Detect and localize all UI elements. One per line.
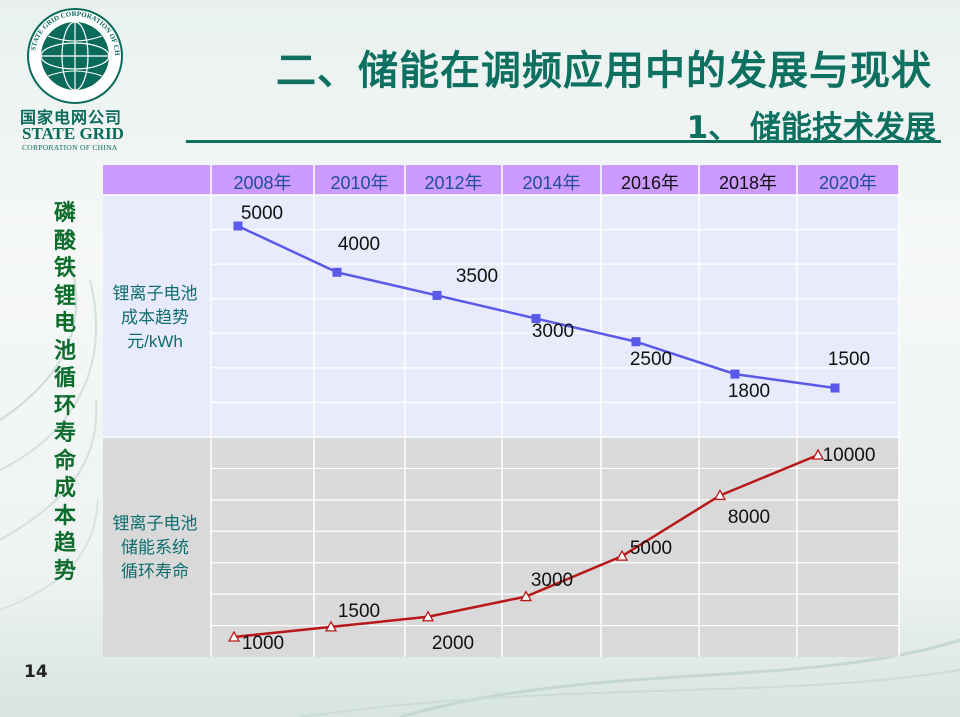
header-row [103, 165, 899, 195]
cost-data-point [233, 221, 243, 231]
cost-data-point [432, 290, 442, 300]
row-label-cycle: 锂离子电池 [113, 514, 198, 533]
cycle-data-point [324, 620, 338, 632]
cycle-data-label: 1000 [242, 633, 284, 654]
cycle-data-point [615, 549, 629, 561]
cost-data-label: 3000 [532, 321, 574, 342]
logo-english-name: STATE GRID [22, 124, 124, 143]
x-tick-label: 2008年 [233, 173, 291, 193]
cost-data-label: 2500 [630, 349, 672, 370]
page-number: 14 [24, 662, 48, 682]
row-label-cycle: 循环寿命 [121, 562, 189, 581]
cost-panel [103, 195, 899, 437]
cost-data-point [631, 337, 641, 347]
cost-data-label: 1800 [728, 381, 770, 402]
cost-data-point [730, 369, 740, 379]
cycle-data-point [811, 448, 825, 460]
cost-data-label: 1500 [828, 349, 870, 370]
row-label-cycle: 储能系统 [121, 538, 189, 557]
cost-data-point [531, 314, 541, 324]
cycle-data-label: 3000 [531, 570, 573, 591]
state-grid-logo: STATE GRID CORPORATION OF CHINA [18, 6, 123, 104]
cost-data-point [830, 383, 840, 393]
cycle-data-label: 8000 [728, 507, 770, 528]
cost-data-label: 5000 [241, 203, 283, 224]
cycle-data-label: 10000 [823, 445, 876, 466]
x-tick-label: 2014年 [522, 173, 580, 193]
cost-data-label: 4000 [338, 234, 380, 255]
row-label-cost: 元/kWh [127, 332, 183, 351]
page-title: 二、储能在调频应用中的发展与现状 [276, 48, 932, 94]
logo-chinese-name: 国家电网公司 [20, 108, 123, 127]
cycle-data-label: 5000 [630, 538, 672, 559]
cycle-panel [103, 437, 899, 657]
x-tick-label: 2018年 [719, 173, 777, 193]
cost-data-point [332, 267, 342, 277]
cycle-data-point [227, 630, 241, 642]
x-tick-label: 2012年 [424, 173, 482, 193]
cycle-data-point [421, 610, 435, 622]
cycle-data-point [713, 489, 727, 501]
title-underline [186, 140, 941, 143]
row-label-cost: 锂离子电池 [113, 284, 198, 303]
cost-data-label: 3500 [456, 266, 498, 287]
cycle-data-label: 2000 [432, 633, 474, 654]
side-vertical-label: 磷酸铁锂电池循环寿命 成本趋势 [53, 201, 76, 584]
x-tick-label: 2010年 [330, 173, 388, 193]
logo-subtext: CORPORATION OF CHINA [22, 143, 118, 152]
cycle-data-label: 1500 [338, 601, 380, 622]
x-tick-label: 2016年 [621, 173, 679, 193]
cycle-data-point [519, 590, 533, 602]
row-label-cost: 成本趋势 [121, 308, 189, 327]
x-tick-label: 2020年 [819, 173, 877, 193]
